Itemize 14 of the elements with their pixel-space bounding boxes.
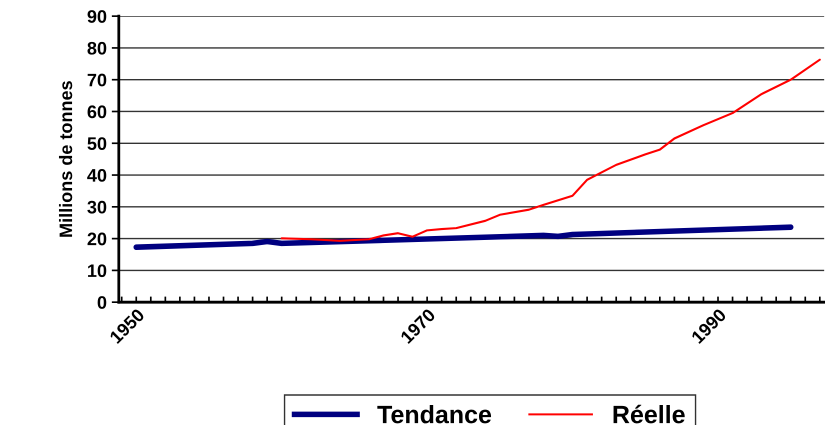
y-tick-label: 80	[87, 42, 106, 55]
legend-label: Tendance	[377, 405, 492, 424]
y-axis-title: Millions de tonnes	[58, 81, 72, 237]
y-tick-label: 50	[87, 137, 106, 150]
y-tick-label: 90	[88, 10, 106, 23]
y-tick-label: 60	[88, 105, 106, 118]
y-tick-label: 20	[88, 232, 106, 246]
y-tick-label: 70	[88, 74, 106, 86]
y-tick-label: 40	[87, 168, 106, 182]
y-tick-label: 0	[98, 296, 106, 309]
legend-label: Réelle	[614, 404, 685, 424]
line-series	[280, 58, 821, 242]
y-tick-label: 30	[87, 200, 106, 214]
y-tick-label: 10	[88, 264, 106, 278]
